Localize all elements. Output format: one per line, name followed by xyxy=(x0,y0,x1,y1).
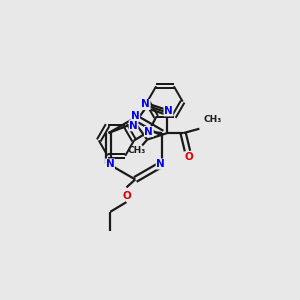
Text: N: N xyxy=(129,121,138,131)
Text: CH₃: CH₃ xyxy=(204,115,222,124)
Text: O: O xyxy=(122,190,131,201)
Text: CH₃: CH₃ xyxy=(128,146,146,155)
Text: O: O xyxy=(185,152,194,162)
Text: N: N xyxy=(156,159,165,169)
Text: N: N xyxy=(164,106,173,116)
Text: N: N xyxy=(131,111,140,121)
Text: N: N xyxy=(144,127,153,136)
Text: N: N xyxy=(141,100,150,110)
Text: N: N xyxy=(106,159,114,169)
